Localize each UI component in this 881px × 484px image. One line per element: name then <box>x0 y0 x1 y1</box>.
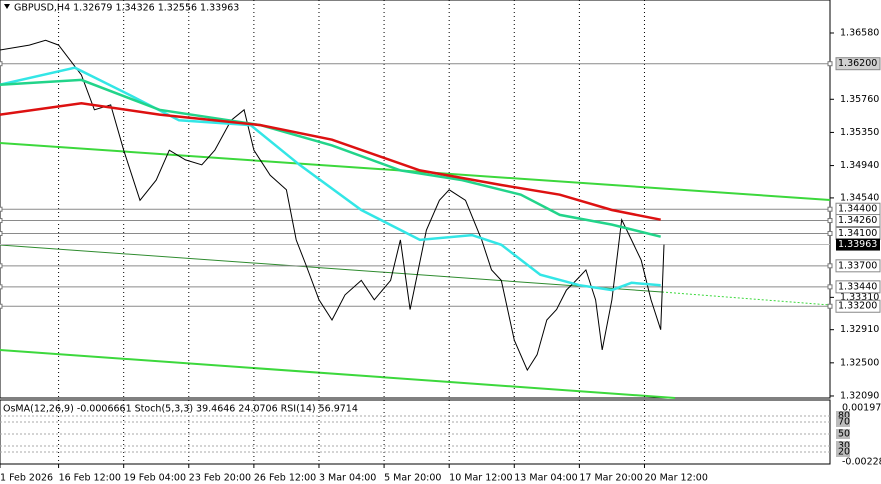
level-label: 1.34400 <box>838 204 877 215</box>
x-tick-label: 16 Feb 12:00 <box>59 473 121 484</box>
level-handle <box>0 284 3 290</box>
x-tick-label: 13 Mar 04:00 <box>514 473 577 484</box>
x-tick-label: 19 Feb 04:00 <box>124 473 186 484</box>
level-handle <box>0 230 3 236</box>
level-handle <box>0 218 3 224</box>
level-handle <box>0 61 3 67</box>
trend-line <box>0 244 663 293</box>
x-tick-label: 3 Mar 04:00 <box>319 473 376 484</box>
x-tick-label: 17 Mar 20:00 <box>579 473 642 484</box>
y-tick-label: 1.35760 <box>840 94 879 105</box>
x-tick-label: 23 Feb 20:00 <box>189 473 251 484</box>
osc-level-label: 50 <box>838 429 850 440</box>
y-tick-label: 1.32500 <box>840 357 879 368</box>
x-tick-label: 26 Feb 12:00 <box>254 473 316 484</box>
moving-average <box>0 78 662 238</box>
y-tick-label: 1.33310 <box>840 292 879 303</box>
x-tick-label: 1 Feb 2026 <box>0 473 53 484</box>
price-line <box>0 39 665 372</box>
level-handle <box>827 206 833 212</box>
level-label: 1.34260 <box>838 215 877 226</box>
level-label: 1.36200 <box>838 58 877 69</box>
level-label: 1.33200 <box>838 301 877 312</box>
level-label: 1.33440 <box>838 281 877 292</box>
y-tick-label: 1.36580 <box>840 27 879 38</box>
level-handle <box>0 206 3 212</box>
osc-level-label: 80 <box>838 411 850 422</box>
level-label-box <box>835 57 881 71</box>
trend-line <box>661 291 831 306</box>
osc-level-box <box>836 441 850 451</box>
osc-level-box <box>836 447 850 457</box>
level-handle <box>0 303 3 309</box>
level-label: 1.33700 <box>838 260 877 271</box>
level-handle <box>827 61 833 67</box>
last-price-box <box>836 238 880 251</box>
y-tick-label: 1.34940 <box>840 160 879 171</box>
level-label-box <box>835 214 881 228</box>
y-tick-label: 1.32910 <box>840 324 879 335</box>
chart-title: GBPUSD,H4 1.32679 1.34326 1.32556 1.3396… <box>14 3 239 14</box>
x-tick-label: 10 Mar 12:00 <box>449 473 512 484</box>
osc-level-label: 30 <box>838 441 850 452</box>
osc-level-label: 70 <box>838 417 850 428</box>
osc-level-box <box>836 417 850 427</box>
level-label-box <box>835 280 881 294</box>
level-label: 1.34100 <box>838 228 877 239</box>
level-handle <box>827 230 833 236</box>
osma-axis-label: 0.001973 <box>842 403 881 414</box>
menu-arrow[interactable] <box>4 4 10 9</box>
osc-level-label: 20 <box>838 447 850 458</box>
trend-line <box>0 349 676 399</box>
level-handle <box>0 263 3 269</box>
level-handle <box>827 218 833 224</box>
osc-level-box <box>836 429 850 439</box>
osma-axis-label: -0.002284 <box>842 457 881 468</box>
level-label-box <box>835 299 881 313</box>
last-price-label: 1.33963 <box>838 239 877 250</box>
y-tick-label: 1.34540 <box>840 192 879 203</box>
x-tick-label: 20 Mar 12:00 <box>644 473 707 484</box>
indicator-frame <box>0 399 831 465</box>
osc-level-box <box>836 411 850 421</box>
y-tick-label: 1.35350 <box>840 127 879 138</box>
x-tick-label: 5 Mar 20:00 <box>384 473 441 484</box>
moving-average <box>0 102 661 221</box>
level-label-box <box>835 259 881 273</box>
y-tick-label: 1.32090 <box>840 390 879 401</box>
indicator-title: OsMA(12,26,9) -0.0006661 Stoch(5,3,3) 39… <box>3 404 358 415</box>
plot-frame <box>0 0 831 399</box>
level-handle <box>827 263 833 269</box>
level-handle <box>827 303 833 309</box>
level-handle <box>827 284 833 290</box>
